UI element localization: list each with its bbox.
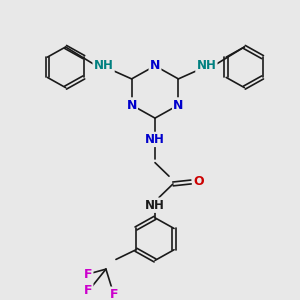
Text: N: N: [150, 59, 160, 72]
Text: O: O: [194, 176, 204, 188]
Text: NH: NH: [145, 133, 165, 146]
Text: NH: NH: [94, 59, 114, 72]
Text: N: N: [173, 98, 184, 112]
Text: F: F: [110, 288, 118, 300]
Text: N: N: [126, 98, 137, 112]
Text: NH: NH: [196, 59, 216, 72]
Text: F: F: [84, 284, 92, 297]
Text: F: F: [84, 268, 92, 281]
Text: NH: NH: [145, 199, 165, 212]
